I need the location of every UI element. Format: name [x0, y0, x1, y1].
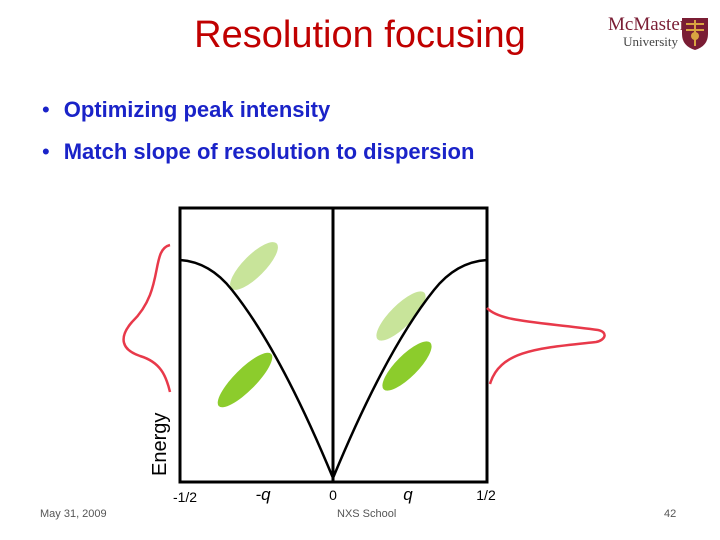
resolution-ellipse-right-bottom — [382, 341, 432, 391]
bullet-item: • Optimizing peak intensity — [42, 96, 474, 124]
dispersion-curve — [179, 258, 488, 482]
left-intensity-profile — [122, 243, 172, 393]
logo-wordmark: McMaster University — [608, 14, 687, 49]
bullet-text: Match slope of resolution to dispersion — [63, 139, 475, 164]
bullet-item: • Match slope of resolution to dispersion — [42, 138, 474, 166]
bullet-dot: • — [42, 139, 50, 164]
logo-line2: University — [623, 34, 678, 49]
bullet-dot: • — [42, 97, 50, 122]
resolution-ellipse-right-top — [376, 291, 426, 341]
x-tick-label: -1/2 — [173, 489, 197, 505]
bullet-text: Optimizing peak intensity — [63, 97, 331, 122]
university-logo: McMaster University — [608, 14, 714, 70]
x-tick-label: 0 — [329, 487, 337, 503]
bullet-list: • Optimizing peak intensity • Match slope … — [42, 96, 474, 180]
page-number: 42 — [664, 508, 677, 520]
y-axis-label: Energy — [149, 413, 171, 476]
crest-icon — [682, 18, 708, 50]
slide-title: Resolution focusing — [194, 14, 526, 56]
resolution-ellipse-left-bottom — [217, 352, 273, 408]
logo-line1: McMaster — [608, 14, 687, 35]
x-tick-label: q — [403, 485, 413, 504]
resolution-ellipse-left-top — [230, 242, 278, 290]
footer-event: NXS School — [337, 508, 397, 520]
x-tick-label: -q — [255, 485, 271, 504]
x-tick-label: 1/2 — [476, 487, 496, 503]
right-intensity-profile — [486, 307, 606, 385]
footer-date: May 31, 2009 — [40, 508, 107, 520]
